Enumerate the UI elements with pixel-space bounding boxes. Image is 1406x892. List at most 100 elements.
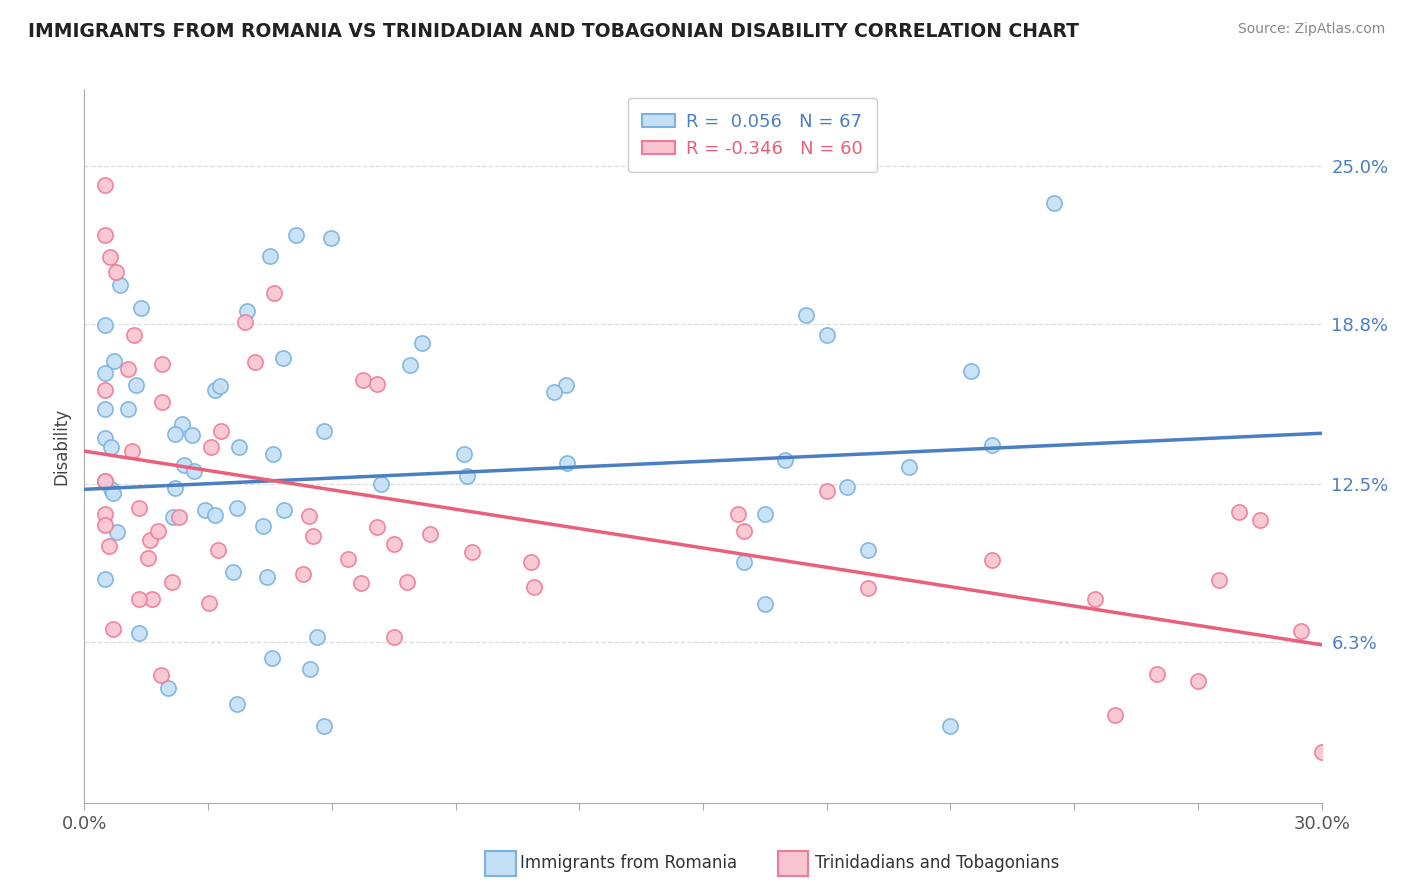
Point <box>160 575 183 590</box>
Point <box>94 401 117 416</box>
Point <box>226 500 249 515</box>
Point <box>97 539 120 553</box>
Point <box>181 428 204 442</box>
Point <box>271 351 294 366</box>
Point <box>1227 505 1250 519</box>
Point <box>105 265 128 279</box>
Point <box>94 383 117 397</box>
Point <box>141 592 163 607</box>
Point <box>100 440 122 454</box>
Point <box>1289 624 1312 638</box>
Point <box>222 565 245 579</box>
Point <box>94 431 117 445</box>
Point <box>209 425 232 439</box>
Point <box>259 249 281 263</box>
Point <box>226 697 249 711</box>
Point <box>1104 707 1126 722</box>
Point <box>754 507 776 521</box>
Point <box>1310 745 1333 759</box>
Point <box>236 304 259 318</box>
Point <box>1146 666 1168 681</box>
Point <box>319 231 342 245</box>
Point <box>336 552 359 566</box>
Point <box>139 533 162 547</box>
Point <box>128 626 150 640</box>
Point <box>136 551 159 566</box>
Point <box>555 378 578 392</box>
Point <box>117 401 139 416</box>
Point <box>733 555 755 569</box>
Point <box>398 358 420 372</box>
Point <box>366 377 388 392</box>
Point <box>167 510 190 524</box>
Point <box>299 662 322 676</box>
Point <box>301 529 323 543</box>
Point <box>775 453 797 467</box>
Point <box>856 543 879 558</box>
Point <box>461 544 484 558</box>
Point <box>150 395 173 409</box>
Text: Trinidadians and Tobagonians: Trinidadians and Tobagonians <box>794 855 1060 872</box>
Point <box>94 318 117 332</box>
Point <box>263 286 285 301</box>
Point <box>128 592 150 607</box>
Point <box>520 555 543 569</box>
Point <box>94 572 117 586</box>
Point <box>200 440 222 454</box>
Point <box>108 277 131 292</box>
Point <box>856 581 879 595</box>
Point <box>252 519 274 533</box>
Point <box>815 484 838 499</box>
Point <box>124 377 146 392</box>
Point <box>204 508 226 523</box>
Point <box>262 651 284 665</box>
Y-axis label: Disability: Disability <box>52 408 70 484</box>
Point <box>1042 195 1064 210</box>
Point <box>312 719 335 733</box>
Point <box>727 507 749 521</box>
Point <box>1084 591 1107 606</box>
Point <box>262 447 284 461</box>
Text: Source: ZipAtlas.com: Source: ZipAtlas.com <box>1237 22 1385 37</box>
Point <box>456 469 478 483</box>
Point <box>898 460 921 475</box>
Point <box>122 328 145 343</box>
Text: IMMIGRANTS FROM ROMANIA VS TRINIDADIAN AND TOBAGONIAN DISABILITY CORRELATION CHA: IMMIGRANTS FROM ROMANIA VS TRINIDADIAN A… <box>28 22 1080 41</box>
Point <box>291 567 314 582</box>
Point <box>162 510 184 524</box>
Point <box>1187 674 1209 689</box>
Point <box>103 354 125 368</box>
Point <box>733 524 755 538</box>
Point <box>382 537 405 551</box>
Point <box>939 719 962 733</box>
Point <box>94 366 117 380</box>
Point <box>555 456 578 470</box>
Point <box>980 437 1002 451</box>
Point <box>94 228 117 243</box>
Point <box>198 596 221 610</box>
Point <box>523 580 546 594</box>
Point <box>411 336 433 351</box>
Point <box>284 227 307 242</box>
Point <box>207 543 229 558</box>
Point <box>794 308 817 322</box>
Point <box>105 525 128 540</box>
Point <box>209 378 232 392</box>
Point <box>273 503 295 517</box>
Point <box>165 481 187 495</box>
Point <box>1249 513 1271 527</box>
Point <box>117 362 139 376</box>
Point <box>980 553 1002 567</box>
Point <box>960 364 983 378</box>
Point <box>384 630 406 644</box>
Point <box>228 440 250 454</box>
Point <box>419 526 441 541</box>
Point <box>543 384 565 399</box>
Point <box>101 486 124 500</box>
Point <box>150 357 173 371</box>
Point <box>170 417 193 431</box>
Point <box>837 480 859 494</box>
Point <box>1208 573 1230 587</box>
Point <box>94 474 117 488</box>
Point <box>352 373 374 387</box>
